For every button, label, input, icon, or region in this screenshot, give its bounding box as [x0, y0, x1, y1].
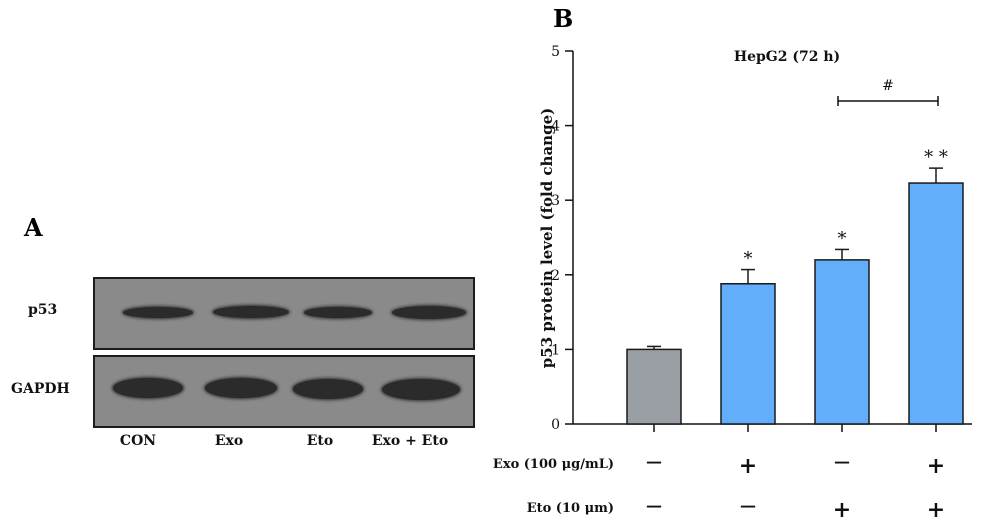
- blot-band-gapdh-exo: [205, 378, 277, 398]
- blot-band-p53-con: [123, 307, 193, 318]
- significance-mark-2: *: [838, 228, 847, 249]
- blot-row-label-gapdh: GAPDH: [11, 381, 70, 397]
- blot-band-p53-eto: [304, 307, 372, 318]
- blot-band-gapdh-exo-eto: [382, 379, 460, 400]
- blot-band-gapdh-eto: [293, 379, 363, 399]
- y-axis-label: p53 protein level (fold change): [538, 108, 556, 368]
- western-blot-p53: [93, 277, 475, 350]
- condition-row-label-0: Exo (100 μg/mL): [493, 457, 614, 472]
- condition-row-label-1: Eto (10 μm): [527, 501, 614, 516]
- y-tick-label-1: 1: [551, 342, 560, 358]
- y-tick-label-2: 2: [551, 268, 560, 284]
- blot-band-p53-exo-eto: [392, 306, 466, 319]
- panel-a-letter: A: [24, 213, 43, 242]
- lane-label-exo: Exo: [214, 433, 244, 449]
- blot-band-gapdh-con: [113, 378, 183, 398]
- bar-exo-eto: [908, 182, 964, 425]
- western-blot-gapdh: [93, 355, 475, 428]
- y-tick-label-3: 3: [551, 193, 560, 209]
- bar-eto: [814, 259, 870, 425]
- panel-b-letter: B: [553, 4, 574, 33]
- condition-mark-0-3: +: [927, 453, 945, 479]
- bar-con: [626, 348, 682, 425]
- condition-mark-0-2: —: [834, 452, 850, 471]
- y-tick-label-4: 4: [551, 119, 560, 135]
- lane-label-eto: Eto: [306, 433, 334, 449]
- condition-mark-1-1: —: [740, 496, 756, 515]
- lane-label-con: CON: [119, 433, 157, 449]
- y-tick-label-5: 5: [551, 44, 560, 60]
- comparison-label: #: [882, 78, 894, 94]
- blot-row-label-p53: p53: [28, 302, 58, 318]
- significance-mark-1: *: [744, 249, 753, 270]
- condition-mark-1-3: +: [927, 497, 945, 523]
- bar-exo: [720, 283, 776, 425]
- lane-label-exo-eto: Exo + Eto: [371, 433, 449, 449]
- blot-band-p53-exo: [213, 306, 289, 318]
- y-tick-label-0: 0: [551, 417, 560, 433]
- chart-title: HepG2 (72 h): [734, 49, 840, 65]
- significance-mark-3: * *: [924, 147, 948, 168]
- condition-mark-0-1: +: [739, 453, 757, 479]
- condition-mark-1-0: —: [646, 496, 662, 515]
- condition-mark-1-2: +: [833, 497, 851, 523]
- condition-mark-0-0: —: [646, 452, 662, 471]
